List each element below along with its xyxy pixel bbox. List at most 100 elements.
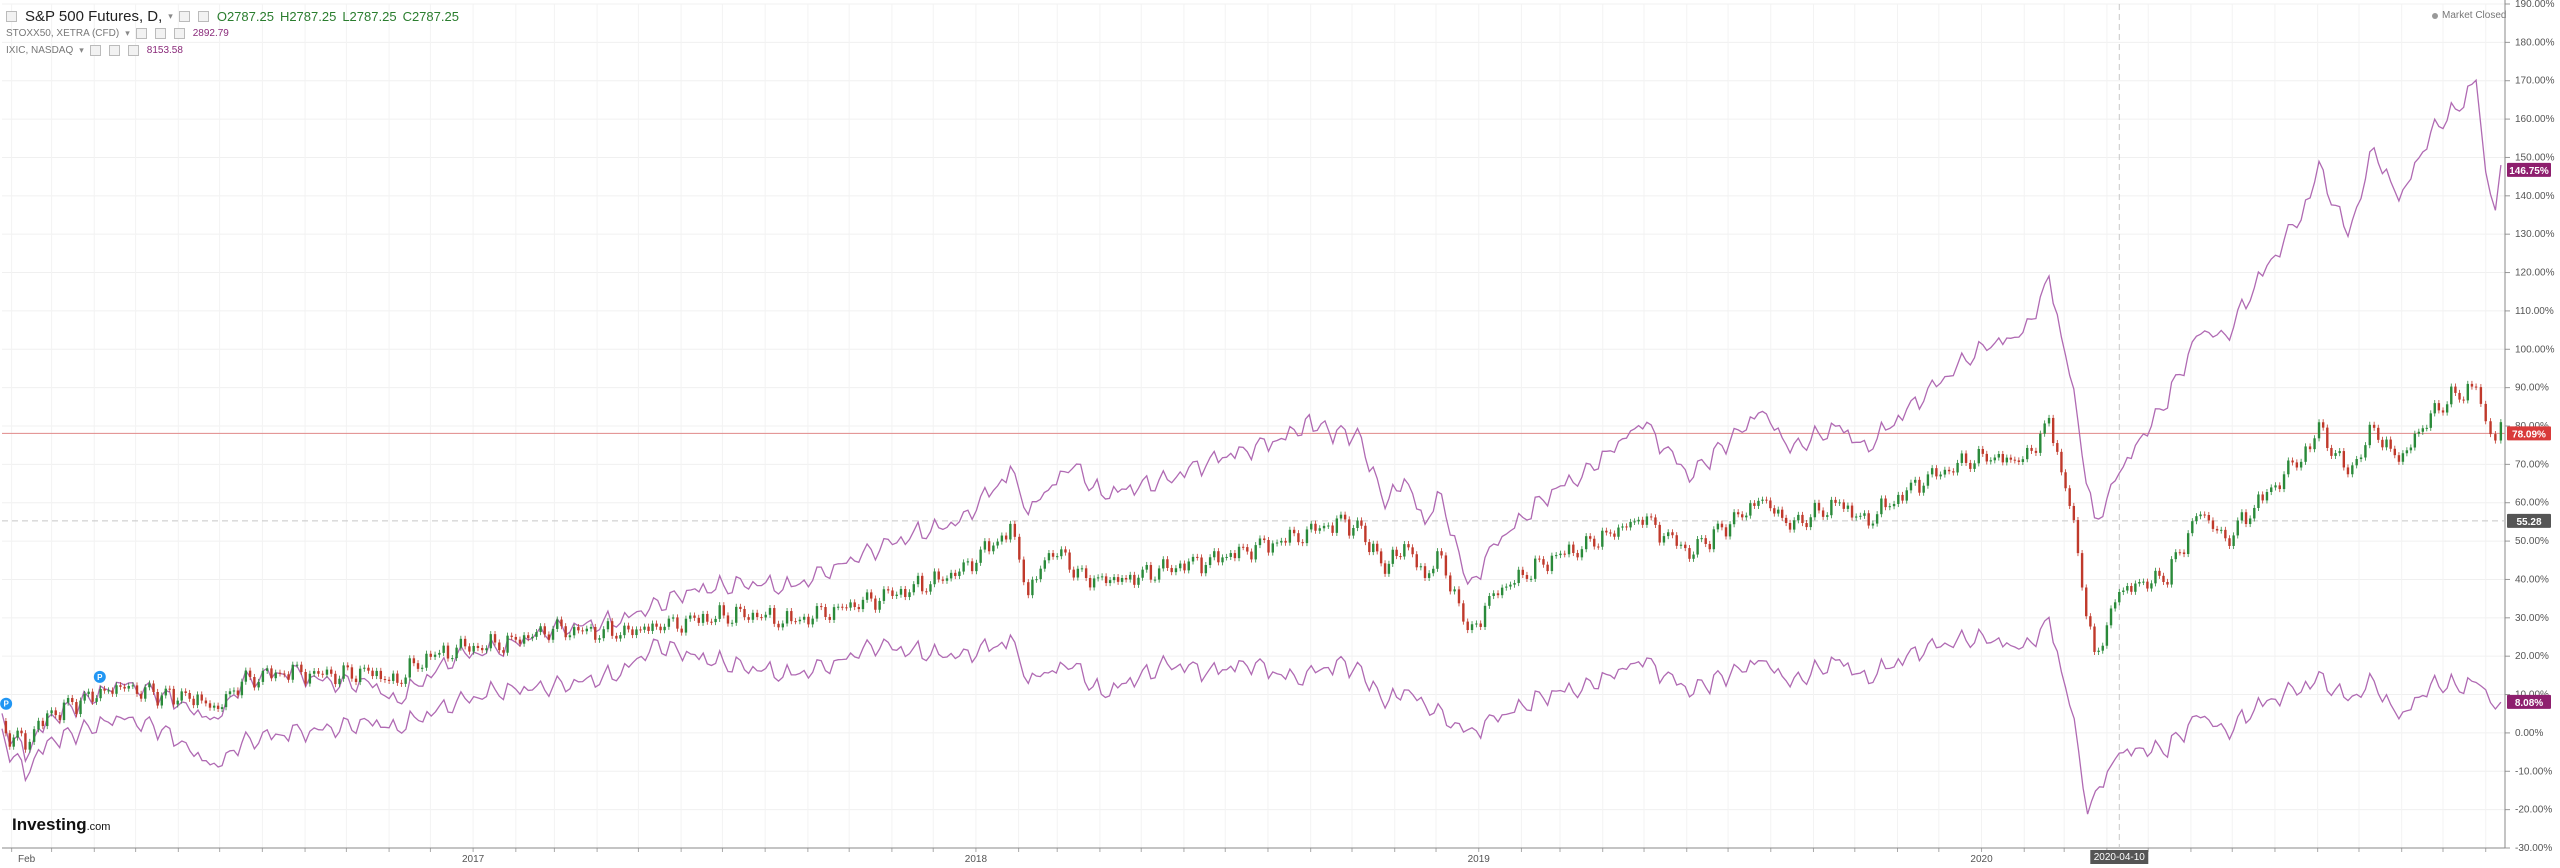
eye-icon[interactable] <box>178 11 190 22</box>
candle-body <box>1076 568 1080 578</box>
legend-compare-row-stoxx[interactable]: STOXX50, XETRA (CFD) ▾ 2892.79 <box>6 25 459 42</box>
candle-body <box>1777 509 1780 514</box>
candle-body <box>1838 502 1841 504</box>
candle-body <box>1617 527 1620 537</box>
y-tick-label: 160.00% <box>2515 114 2555 125</box>
candle-body <box>1654 517 1657 525</box>
candle-body <box>815 606 819 619</box>
settings-icon[interactable] <box>197 11 209 22</box>
candle-body <box>1375 543 1379 552</box>
candle-body <box>433 654 437 657</box>
candle-body <box>1859 515 1862 517</box>
candle-body <box>1884 498 1887 508</box>
y-tick-label: 0.00% <box>2515 728 2543 739</box>
candle-body <box>1842 502 1845 509</box>
candle-body <box>1901 494 1904 501</box>
eye-icon[interactable] <box>89 45 101 56</box>
candle-body <box>506 635 509 653</box>
candle-body <box>539 626 542 633</box>
candle-body <box>1423 566 1427 578</box>
candle-body <box>1830 499 1833 516</box>
candle-body <box>1403 544 1406 557</box>
candle-body <box>1671 532 1674 536</box>
candle-body <box>929 584 932 592</box>
close-icon[interactable] <box>127 45 139 56</box>
candle-body <box>463 638 467 647</box>
candle-body <box>1935 468 1938 477</box>
stoxx-symbol-label[interactable]: STOXX50, XETRA (CFD) <box>6 28 120 39</box>
candle-body <box>2021 459 2025 462</box>
candle-body <box>1667 532 1670 537</box>
candle-body <box>2413 433 2417 448</box>
candle-body <box>1339 514 1343 519</box>
nasdaq-symbol-label[interactable]: IXIC, NASDAQ <box>6 45 74 56</box>
candle-body <box>768 608 772 615</box>
candle-body <box>156 691 159 706</box>
candle-body <box>1753 503 1756 506</box>
candle-body <box>1080 568 1084 570</box>
candle-body <box>1466 621 1469 631</box>
candle-body <box>568 635 572 638</box>
collapse-icon[interactable] <box>6 11 17 22</box>
candle-body <box>2043 423 2046 434</box>
candle-body <box>1649 516 1653 518</box>
candle-body <box>1149 565 1153 580</box>
candle-body <box>1035 579 1038 581</box>
candle-body <box>2458 392 2461 400</box>
candle-body <box>962 562 965 572</box>
candle-body <box>2470 383 2474 387</box>
candle-body <box>224 694 228 708</box>
candle-body <box>904 589 907 598</box>
candle-body <box>144 687 147 699</box>
candle-body <box>1704 538 1707 544</box>
candle-body <box>308 673 312 684</box>
candle-body <box>996 541 999 546</box>
candle-body <box>1318 528 1321 531</box>
candle-body <box>743 608 746 618</box>
candle-body <box>253 677 256 688</box>
candle-body <box>1310 523 1313 530</box>
candle-body <box>168 688 171 690</box>
candle-body <box>1179 563 1182 569</box>
candle-body <box>899 589 903 595</box>
candle-body <box>2146 581 2149 589</box>
candle-body <box>921 575 924 592</box>
eye-icon[interactable] <box>135 28 147 39</box>
candle-body <box>1145 565 1148 570</box>
candle-body <box>1813 502 1817 518</box>
chevron-down-icon[interactable]: ▾ <box>79 45 84 55</box>
candle-body <box>2150 583 2153 589</box>
candle-body <box>375 670 378 677</box>
candle-body <box>992 545 995 552</box>
legend-compare-row-nasdaq[interactable]: IXIC, NASDAQ ▾ 8153.58 <box>6 42 459 59</box>
candle-body <box>790 611 793 622</box>
chevron-down-icon[interactable]: ▾ <box>168 11 173 21</box>
candle-body <box>2321 422 2325 428</box>
close-icon[interactable] <box>173 28 185 39</box>
candle-body <box>244 670 248 682</box>
candle-body <box>2330 447 2333 456</box>
candle-body <box>416 663 420 669</box>
candle-body <box>2228 538 2231 546</box>
candle-body <box>1867 513 1870 526</box>
candle-body <box>1391 549 1394 564</box>
settings-icon[interactable] <box>108 45 120 56</box>
chevron-down-icon[interactable]: ▾ <box>125 28 130 38</box>
candle-body <box>798 619 802 622</box>
candle-body <box>1043 560 1047 569</box>
main-symbol-label[interactable]: S&P 500 Futures, D, <box>25 8 163 25</box>
logo-main: Investing <box>12 815 87 834</box>
candle-body <box>2244 512 2248 525</box>
settings-icon[interactable] <box>154 28 166 39</box>
legend-main-row[interactable]: S&P 500 Futures, D, ▾ O2787.25 H2787.25 … <box>6 8 459 25</box>
candle-body <box>1280 540 1283 543</box>
candle-body <box>1364 525 1367 543</box>
candle-body <box>1383 563 1387 574</box>
candle-body <box>1821 510 1825 517</box>
candle-body <box>2134 583 2137 592</box>
candle-body <box>354 678 358 683</box>
candle-body <box>689 615 692 619</box>
candle-body <box>379 670 383 680</box>
